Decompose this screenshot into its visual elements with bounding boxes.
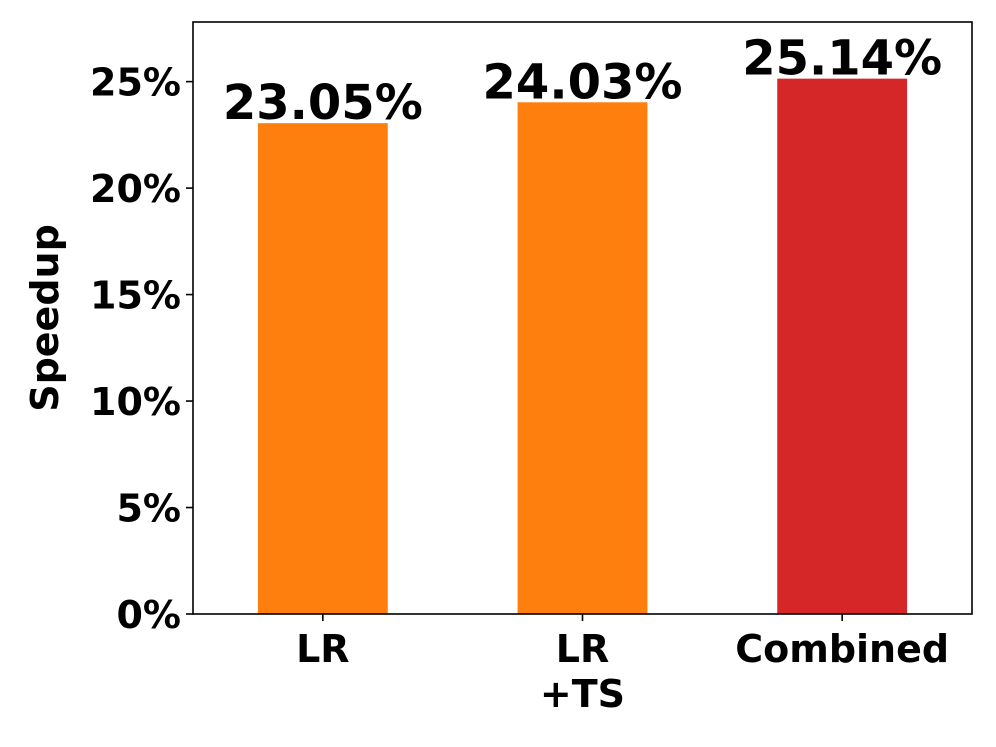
y-tick-label: 5% [116,487,181,531]
y-axis-title: Speedup [23,224,67,412]
bar-value-label: 24.03% [483,54,683,110]
plot-frame [192,21,973,615]
x-tick-label: LR [296,627,349,671]
y-tick-label: 25% [90,61,181,105]
y-tick-label: 0% [116,593,181,637]
x-tick-label: +TS [540,672,625,716]
x-tick-label: Combined [735,627,949,671]
bar-value-label: 25.14% [742,31,942,87]
y-tick-label: 10% [90,380,181,424]
x-tick-label: LR [556,627,609,671]
y-tick-label: 20% [90,167,181,211]
y-axis-ticks: 0% 5% 10% 15% 20% 25% [90,61,193,637]
bar [517,102,648,614]
bars-group [257,78,908,615]
data-labels: 23.05% 24.03% 25.14% [223,31,942,132]
bar [257,123,388,615]
bar-value-label: 23.05% [223,75,423,131]
y-tick-label: 15% [90,274,181,318]
bar [777,78,908,615]
